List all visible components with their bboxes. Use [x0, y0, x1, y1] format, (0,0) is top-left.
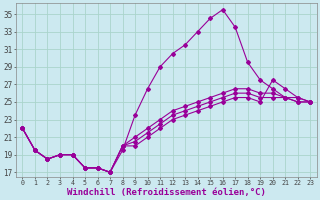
X-axis label: Windchill (Refroidissement éolien,°C): Windchill (Refroidissement éolien,°C) — [67, 188, 266, 197]
